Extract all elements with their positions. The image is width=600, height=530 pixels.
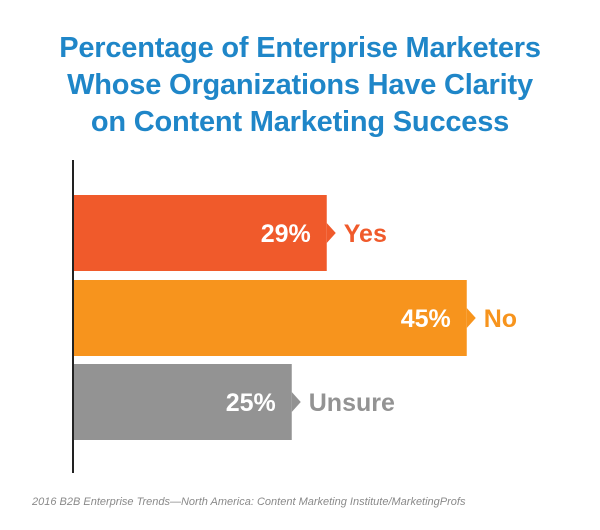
bar-yes bbox=[73, 195, 327, 271]
source-note: 2016 B2B Enterprise Trends—North America… bbox=[32, 496, 466, 508]
bar-unsure bbox=[73, 364, 292, 440]
category-label-no: No bbox=[484, 305, 517, 333]
bar-pointer-unsure bbox=[291, 392, 301, 412]
chart-title-line-3: on Content Marketing Success bbox=[90, 106, 510, 138]
chart-title-line-2: Whose Organizations Have Clarity bbox=[67, 69, 533, 101]
category-label-unsure: Unsure bbox=[309, 389, 395, 417]
chart-title-line-1: Percentage of Enterprise Marketers bbox=[59, 32, 541, 64]
chart-title: Percentage of Enterprise Marketers Whose… bbox=[0, 30, 600, 141]
bar-no bbox=[73, 280, 467, 356]
bar-pointer-yes bbox=[326, 223, 336, 243]
value-label-unsure: 25% bbox=[226, 389, 276, 417]
bar-pointer-no bbox=[466, 308, 476, 328]
value-label-no: 45% bbox=[401, 305, 451, 333]
category-label-yes: Yes bbox=[344, 220, 387, 248]
value-label-yes: 29% bbox=[261, 220, 311, 248]
